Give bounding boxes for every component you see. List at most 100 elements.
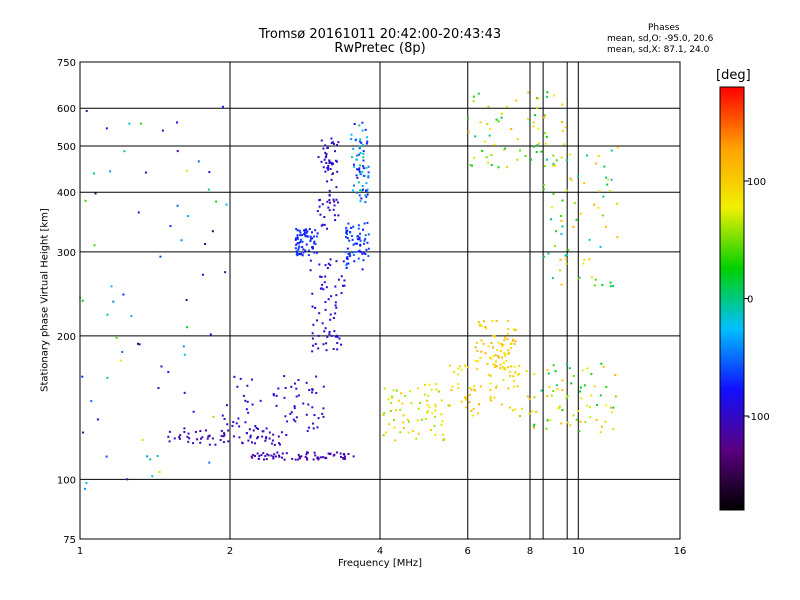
data-point [302,248,305,251]
data-point [469,386,472,389]
data-point [326,335,329,338]
data-point [196,438,199,441]
data-point [333,204,336,207]
data-point [294,237,297,240]
data-point [485,327,488,330]
data-point [221,105,224,108]
data-point [295,387,298,390]
data-point [559,258,562,261]
data-point [573,202,576,205]
data-point [548,385,551,388]
data-point [187,440,190,443]
data-point [520,407,523,410]
data-point [169,225,172,228]
data-point [168,440,171,443]
data-point [317,334,320,337]
data-point [384,431,387,434]
data-point [332,316,335,319]
data-point [322,407,325,410]
data-point [332,142,335,145]
data-point [572,225,575,228]
data-point [186,215,189,218]
data-point [334,301,337,304]
data-point [320,160,323,163]
data-point [335,306,338,309]
data-point [431,412,434,415]
data-point [256,437,259,440]
data-point [315,392,318,395]
data-point [214,443,217,446]
data-point [441,433,444,436]
data-point [299,238,302,241]
data-point [299,234,302,237]
data-point [188,437,191,440]
data-point [487,161,490,164]
phase-stats-o-mode: mean, sd,O: -95.0, 20.6 [607,34,714,44]
data-point [565,189,568,192]
data-point [330,142,333,145]
data-point [494,365,497,368]
data-point [183,427,186,430]
data-point [543,165,546,168]
data-point [402,427,405,430]
data-point [303,233,306,236]
data-point [292,418,295,421]
data-point [296,234,299,237]
data-point [360,141,363,144]
data-point [457,367,460,370]
data-point [434,433,437,436]
data-point [273,443,276,446]
data-point [597,154,600,157]
data-point [489,382,492,385]
data-point [599,394,602,397]
data-point [555,384,558,387]
data-point [318,263,321,266]
data-point [365,248,368,251]
data-point [244,399,247,402]
data-point [545,142,548,145]
data-point [364,253,367,256]
data-point [123,150,126,153]
data-point [583,384,586,387]
data-point [561,225,564,228]
data-point [334,285,337,288]
data-point [504,336,507,339]
data-point [106,376,109,379]
data-point [345,262,348,265]
data-point [326,166,329,169]
data-point [296,254,299,257]
data-point [206,437,209,440]
data-point [565,159,568,162]
data-point [570,382,573,385]
data-point [594,278,597,281]
data-point [565,253,568,256]
data-point [212,415,215,418]
data-point [533,114,536,117]
data-point [490,164,493,167]
data-point [417,432,420,435]
data-point [346,256,349,259]
data-point [293,382,296,385]
data-point [514,371,517,374]
data-point [505,359,508,362]
x-tick-label: 6 [465,546,471,557]
data-point [317,457,320,460]
data-point [546,158,549,161]
data-point [208,443,211,446]
data-point [251,403,254,406]
data-point [352,163,355,166]
data-point [358,145,361,148]
data-point [316,210,319,213]
data-point [354,251,357,254]
data-point [472,95,475,98]
data-point [475,342,478,345]
data-point [614,374,617,377]
data-point [311,237,314,240]
data-point [510,365,513,368]
y-tick-label: 75 [63,535,76,546]
data-point [601,214,604,217]
data-point [182,345,185,348]
data-point [586,404,589,407]
data-point [277,435,280,438]
data-point [599,245,602,248]
